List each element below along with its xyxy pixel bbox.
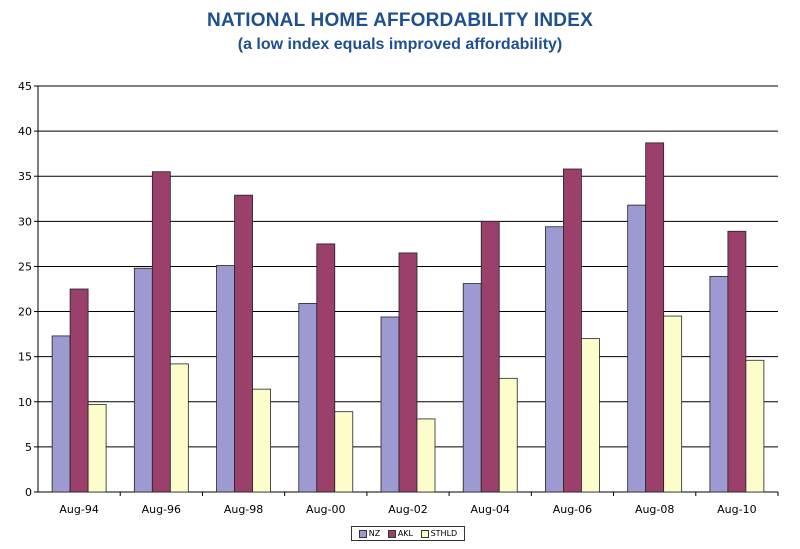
- y-tick-label: 40: [18, 125, 32, 138]
- y-tick-label: 0: [25, 486, 32, 499]
- bar-sthld: [252, 388, 271, 493]
- x-tick-label: Aug-06: [553, 503, 592, 516]
- bar-sthld: [87, 404, 107, 493]
- bar-akl: [151, 171, 171, 493]
- x-tick-label: Aug-96: [142, 503, 181, 516]
- x-tick-label: Aug-98: [224, 503, 263, 516]
- bar-sthld: [581, 338, 600, 493]
- bar-akl: [398, 252, 418, 493]
- chart-subtitle: (a low index equals improved affordabili…: [237, 36, 563, 53]
- bar-akl: [234, 194, 253, 493]
- legend-item-sthld: STHLD: [420, 529, 458, 538]
- y-tick-label: 45: [18, 80, 32, 93]
- bar-akl: [69, 288, 89, 493]
- y-tick-label: 10: [18, 396, 32, 409]
- x-tick-label: Aug-08: [635, 503, 674, 516]
- legend-label: AKL: [397, 529, 414, 538]
- bar-nz: [216, 265, 235, 493]
- legend-swatch-akl: [387, 529, 396, 538]
- chart-title: NATIONAL HOME AFFORDABILITY INDEX: [207, 10, 593, 31]
- legend: NZ AKL STHLD: [351, 526, 465, 541]
- y-tick-label: 20: [18, 306, 32, 319]
- x-tick-label: Aug-10: [717, 503, 756, 516]
- bar-sthld: [416, 418, 436, 493]
- y-tick-label: 30: [18, 215, 32, 228]
- bar-sthld: [745, 359, 765, 493]
- bar-nz: [298, 303, 318, 493]
- legend-label: NZ: [368, 529, 381, 538]
- bar-sthld: [663, 315, 683, 493]
- bar-nz: [380, 316, 400, 493]
- bar-nz: [133, 267, 153, 493]
- x-tick-label: Aug-02: [388, 503, 427, 516]
- legend-swatch-sthld: [420, 529, 429, 538]
- x-tick-label: Aug-94: [59, 503, 98, 516]
- legend-label: STHLD: [430, 529, 458, 538]
- x-tick-label: Aug-04: [470, 503, 509, 516]
- bar-sthld: [169, 363, 189, 493]
- y-tick-label: 15: [18, 351, 32, 364]
- x-tick-label: Aug-00: [306, 503, 345, 516]
- bar-nz: [627, 204, 647, 493]
- bar-akl: [563, 168, 582, 493]
- bar-nz: [462, 283, 482, 493]
- bar-akl: [727, 230, 747, 493]
- bar-akl: [645, 142, 665, 493]
- y-tick-label: 35: [18, 170, 32, 183]
- bar-nz: [51, 335, 71, 493]
- bar-nz: [709, 275, 729, 493]
- y-tick-label: 5: [25, 441, 32, 454]
- legend-item-nz: NZ: [358, 529, 381, 538]
- legend-item-akl: AKL: [387, 529, 414, 538]
- bar-akl: [316, 243, 336, 493]
- bar-sthld: [498, 377, 518, 493]
- legend-swatch-nz: [358, 529, 367, 538]
- y-tick-label: 25: [18, 260, 32, 273]
- bar-akl: [480, 220, 500, 493]
- bar-nz: [545, 226, 564, 493]
- bar-sthld: [334, 411, 354, 493]
